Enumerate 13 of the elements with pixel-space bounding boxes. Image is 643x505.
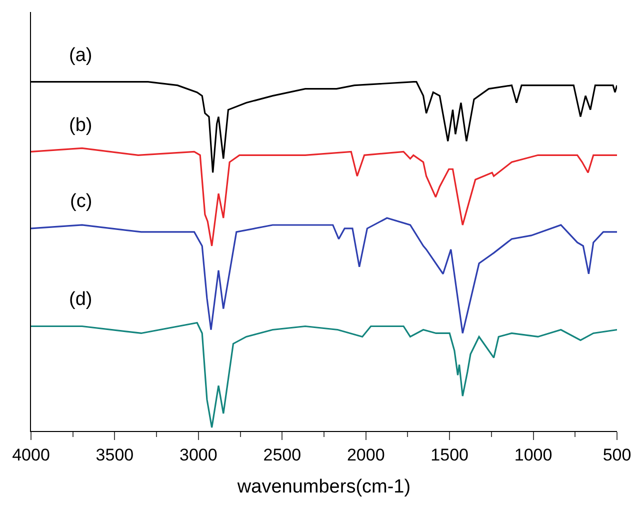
series-label: (b) xyxy=(69,115,92,136)
x-tick-label: 500 xyxy=(602,446,632,465)
x-tick-label: 4000 xyxy=(12,446,50,465)
series-label: (c) xyxy=(70,191,92,212)
x-tick-label: 1500 xyxy=(430,446,468,465)
series-label: (d) xyxy=(69,289,92,310)
x-tick-label: 2000 xyxy=(346,446,385,465)
x-tick-label: 3000 xyxy=(180,446,218,465)
series-label: (a) xyxy=(69,45,92,66)
x-tick-label: 1000 xyxy=(514,446,552,465)
x-tick-label: 3500 xyxy=(96,446,134,465)
x-axis-title: wavenumbers(cm-1) xyxy=(236,476,411,498)
x-tick-label: 2500 xyxy=(263,446,302,465)
